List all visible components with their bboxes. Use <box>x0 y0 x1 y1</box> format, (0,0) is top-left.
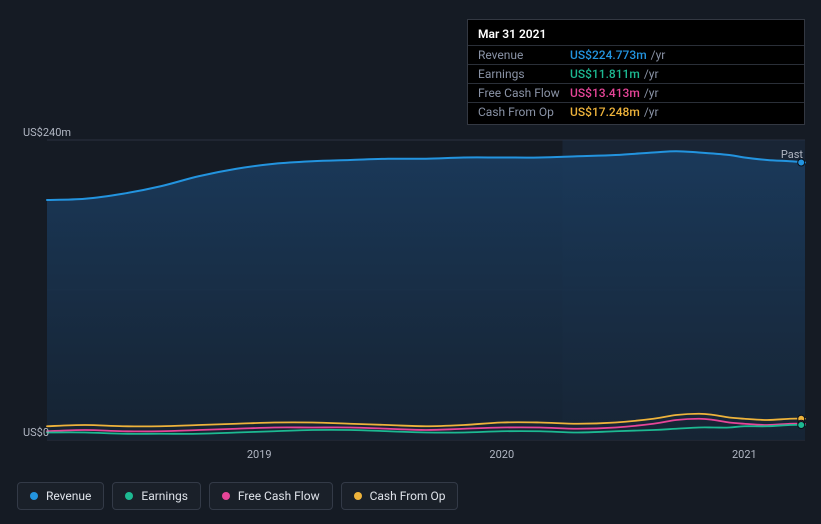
tooltip-suffix: /yr <box>651 48 666 62</box>
tooltip-series-value: US$17.248m <box>570 105 640 119</box>
tooltip-series-value: US$11.811m <box>570 67 640 81</box>
tooltip-series-value: US$13.413m <box>570 86 640 100</box>
chart-tooltip: Mar 31 2021 RevenueUS$224.773m/yrEarning… <box>467 19 805 125</box>
tooltip-row: RevenueUS$224.773m/yr <box>468 45 804 64</box>
tooltip-suffix: /yr <box>644 86 659 100</box>
legend-color-dot <box>222 492 230 500</box>
legend-color-dot <box>30 492 38 500</box>
financials-chart[interactable]: US$240m US$0 2019 2020 2021 Past <box>17 120 807 465</box>
tooltip-series-value: US$224.773m <box>570 48 647 62</box>
legend-color-dot <box>354 492 362 500</box>
legend-label: Revenue <box>46 489 91 503</box>
tooltip-row: Cash From OpUS$17.248m/yr <box>468 102 804 121</box>
legend-item[interactable]: Earnings <box>112 482 201 510</box>
legend-color-dot <box>125 492 133 500</box>
legend-label: Cash From Op <box>370 489 446 503</box>
tooltip-series-label: Revenue <box>478 48 570 62</box>
x-axis-label: 2019 <box>247 448 272 461</box>
y-axis-label: US$0 <box>23 426 49 439</box>
tooltip-series-label: Earnings <box>478 67 570 81</box>
tooltip-suffix: /yr <box>644 105 659 119</box>
past-label: Past <box>781 148 803 161</box>
legend-item[interactable]: Cash From Op <box>341 482 459 510</box>
tooltip-row: Free Cash FlowUS$13.413m/yr <box>468 83 804 102</box>
legend-label: Earnings <box>141 489 188 503</box>
legend-label: Free Cash Flow <box>238 489 320 503</box>
legend-item[interactable]: Free Cash Flow <box>209 482 333 510</box>
y-axis-label: US$240m <box>23 126 71 139</box>
legend-item[interactable]: Revenue <box>17 482 104 510</box>
tooltip-suffix: /yr <box>644 67 659 81</box>
tooltip-series-label: Free Cash Flow <box>478 86 570 100</box>
chart-legend: Revenue Earnings Free Cash Flow Cash From O… <box>17 482 458 510</box>
tooltip-date: Mar 31 2021 <box>468 23 804 45</box>
x-axis-label: 2021 <box>732 448 757 461</box>
tooltip-series-label: Cash From Op <box>478 105 570 119</box>
tooltip-row: EarningsUS$11.811m/yr <box>468 64 804 83</box>
x-axis-label: 2020 <box>489 448 514 461</box>
